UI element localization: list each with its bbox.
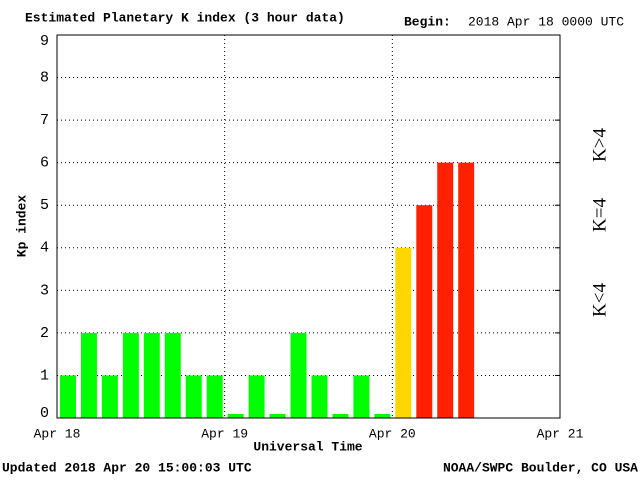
begin-value: 2018 Apr 18 0000 UTC [468,14,624,29]
bar [458,162,475,418]
bar [311,375,328,418]
x-tick-label: Apr 18 [34,426,81,441]
bar [416,205,433,418]
y-tick-label: 0 [40,405,49,422]
bar [269,414,286,418]
x-tick-label: Apr 20 [369,426,416,441]
bar [60,375,76,418]
y-tick-label: 7 [40,112,49,129]
bar [143,332,160,418]
begin-label: Begin: [404,14,451,29]
bar [374,414,391,418]
bar [101,375,118,418]
bar [80,332,97,418]
bar [290,332,307,418]
y-tick-label: 9 [40,33,49,50]
y-tick-label: 5 [40,197,49,214]
bar [164,332,181,418]
x-axis-label: Universal Time [253,439,362,454]
bar [437,162,454,418]
bar [395,247,412,418]
footer-source: NOAA/SWPC Boulder, CO USA [443,460,638,475]
y-tick-label: 3 [40,282,49,299]
legend-entry: K=4 [589,198,610,232]
y-tick-label: 1 [40,367,49,384]
bar [332,414,349,418]
plot-frame [56,34,561,419]
y-axis-label: Kp index [14,195,29,258]
chart-title: Estimated Planetary K index (3 hour data… [25,10,345,25]
bar [185,375,202,418]
footer-updated: Updated 2018 Apr 20 15:00:03 UTC [2,460,252,475]
bar [248,375,265,418]
bar [206,375,223,418]
bar [353,375,370,418]
bar [122,332,139,418]
y-tick-label: 2 [40,325,49,342]
y-tick-label: 6 [40,155,49,172]
y-tick-label: 4 [40,240,49,257]
x-tick-label: Apr 21 [537,426,584,441]
x-tick-label: Apr 19 [201,426,248,441]
legend-entry: K<4 [589,283,610,317]
y-tick-label: 8 [40,70,49,87]
bar [227,414,244,418]
legend-entry: K>4 [589,128,610,162]
